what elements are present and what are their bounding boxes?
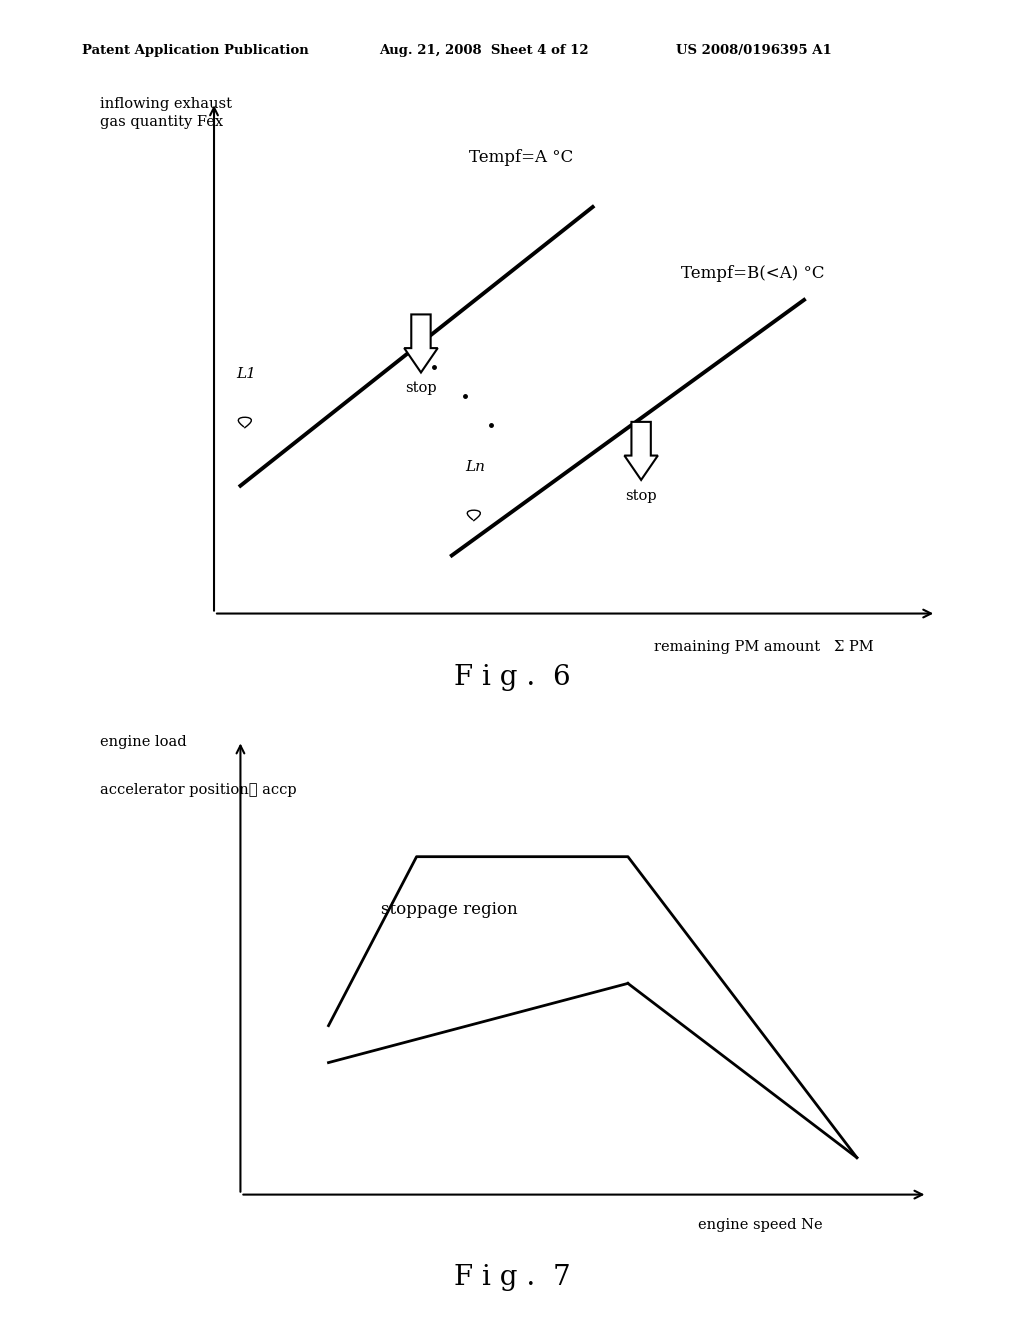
Text: US 2008/0196395 A1: US 2008/0196395 A1: [676, 44, 831, 57]
Text: stoppage region: stoppage region: [381, 902, 518, 917]
Text: stop: stop: [406, 381, 437, 395]
Text: F i g .  7: F i g . 7: [454, 1265, 570, 1291]
Text: stop: stop: [626, 488, 657, 503]
Text: Tempf=A °C: Tempf=A °C: [469, 149, 573, 166]
Text: Aug. 21, 2008  Sheet 4 of 12: Aug. 21, 2008 Sheet 4 of 12: [379, 44, 589, 57]
Text: Tempf=B(<A) °C: Tempf=B(<A) °C: [681, 265, 824, 282]
Text: Ln: Ln: [465, 461, 485, 474]
Text: engine speed Ne: engine speed Ne: [698, 1217, 823, 1232]
FancyArrow shape: [404, 314, 437, 372]
Text: F i g .  6: F i g . 6: [454, 664, 570, 690]
Text: accelerator position） accp: accelerator position） accp: [99, 783, 296, 797]
Text: remaining PM amount   Σ PM: remaining PM amount Σ PM: [654, 640, 873, 655]
FancyArrow shape: [625, 422, 657, 480]
Text: inflowing exhaust
gas quantity Fex: inflowing exhaust gas quantity Fex: [99, 96, 231, 129]
Text: L1: L1: [236, 367, 256, 381]
Text: engine load: engine load: [99, 735, 186, 750]
Text: Patent Application Publication: Patent Application Publication: [82, 44, 308, 57]
